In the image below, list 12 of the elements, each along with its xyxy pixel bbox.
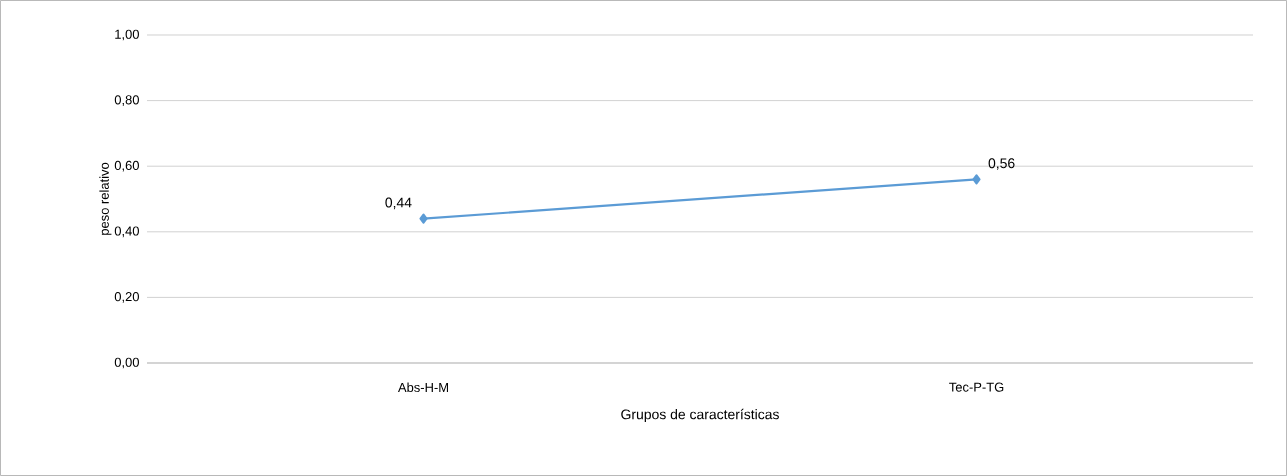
y-axis-title: peso relativo xyxy=(99,162,112,235)
y-tick-label: 0,40 xyxy=(114,226,139,238)
x-axis-title: Grupos de características xyxy=(621,408,779,423)
data-label: 0,56 xyxy=(988,158,1015,170)
y-tick-label: 0,60 xyxy=(114,160,139,172)
x-tick-label: Tec-P-TG xyxy=(949,382,1004,392)
data-label: 0,44 xyxy=(385,197,412,210)
x-tick-label: Abs-H-M xyxy=(397,382,448,393)
y-tick-label: 1,00 xyxy=(115,29,139,41)
y-tick-label: 0,20 xyxy=(114,292,139,303)
y-tick-label: 0,80 xyxy=(114,95,139,106)
y-tick-label: 0,00 xyxy=(114,357,139,369)
